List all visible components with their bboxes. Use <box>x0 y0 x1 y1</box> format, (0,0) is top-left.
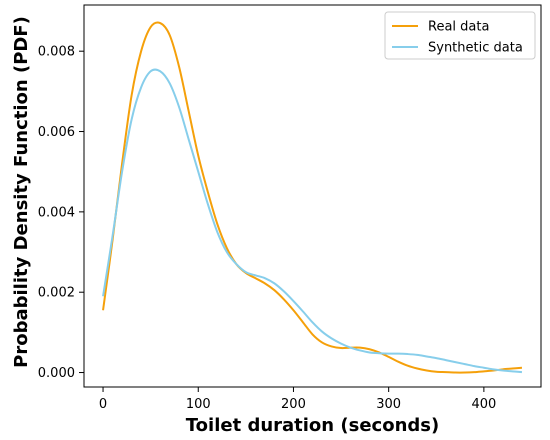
legend-label-real-data: Real data <box>428 20 489 35</box>
x-tick-label: 0 <box>99 397 107 412</box>
y-axis-title: Probability Density Function (PDF) <box>11 16 32 368</box>
legend-box <box>384 11 536 60</box>
y-tick-label: 0.008 <box>38 45 75 60</box>
series-line-synthetic-data <box>102 68 523 374</box>
series-line-real-data <box>102 21 523 374</box>
plot-frame <box>83 4 542 388</box>
x-tick-label: 400 <box>471 397 496 412</box>
y-tick-label: 0.004 <box>38 205 75 220</box>
series-layer <box>102 21 523 374</box>
x-axis: 0 100 200 300 400 <box>99 387 496 412</box>
legend: Real data Synthetic data <box>384 11 536 60</box>
y-tick-label: 0.000 <box>38 366 75 381</box>
x-axis-title: Toilet duration (seconds) <box>186 415 439 436</box>
x-tick-label: 300 <box>376 397 401 412</box>
legend-label-synthetic-data: Synthetic data <box>428 41 523 56</box>
plot-area <box>83 4 542 388</box>
y-axis: 0.000 0.002 0.004 0.006 0.008 <box>38 45 84 381</box>
y-tick-label: 0.002 <box>38 286 75 301</box>
x-tick-label: 200 <box>281 397 306 412</box>
y-tick-label: 0.006 <box>38 125 75 140</box>
x-tick-label: 100 <box>186 397 211 412</box>
